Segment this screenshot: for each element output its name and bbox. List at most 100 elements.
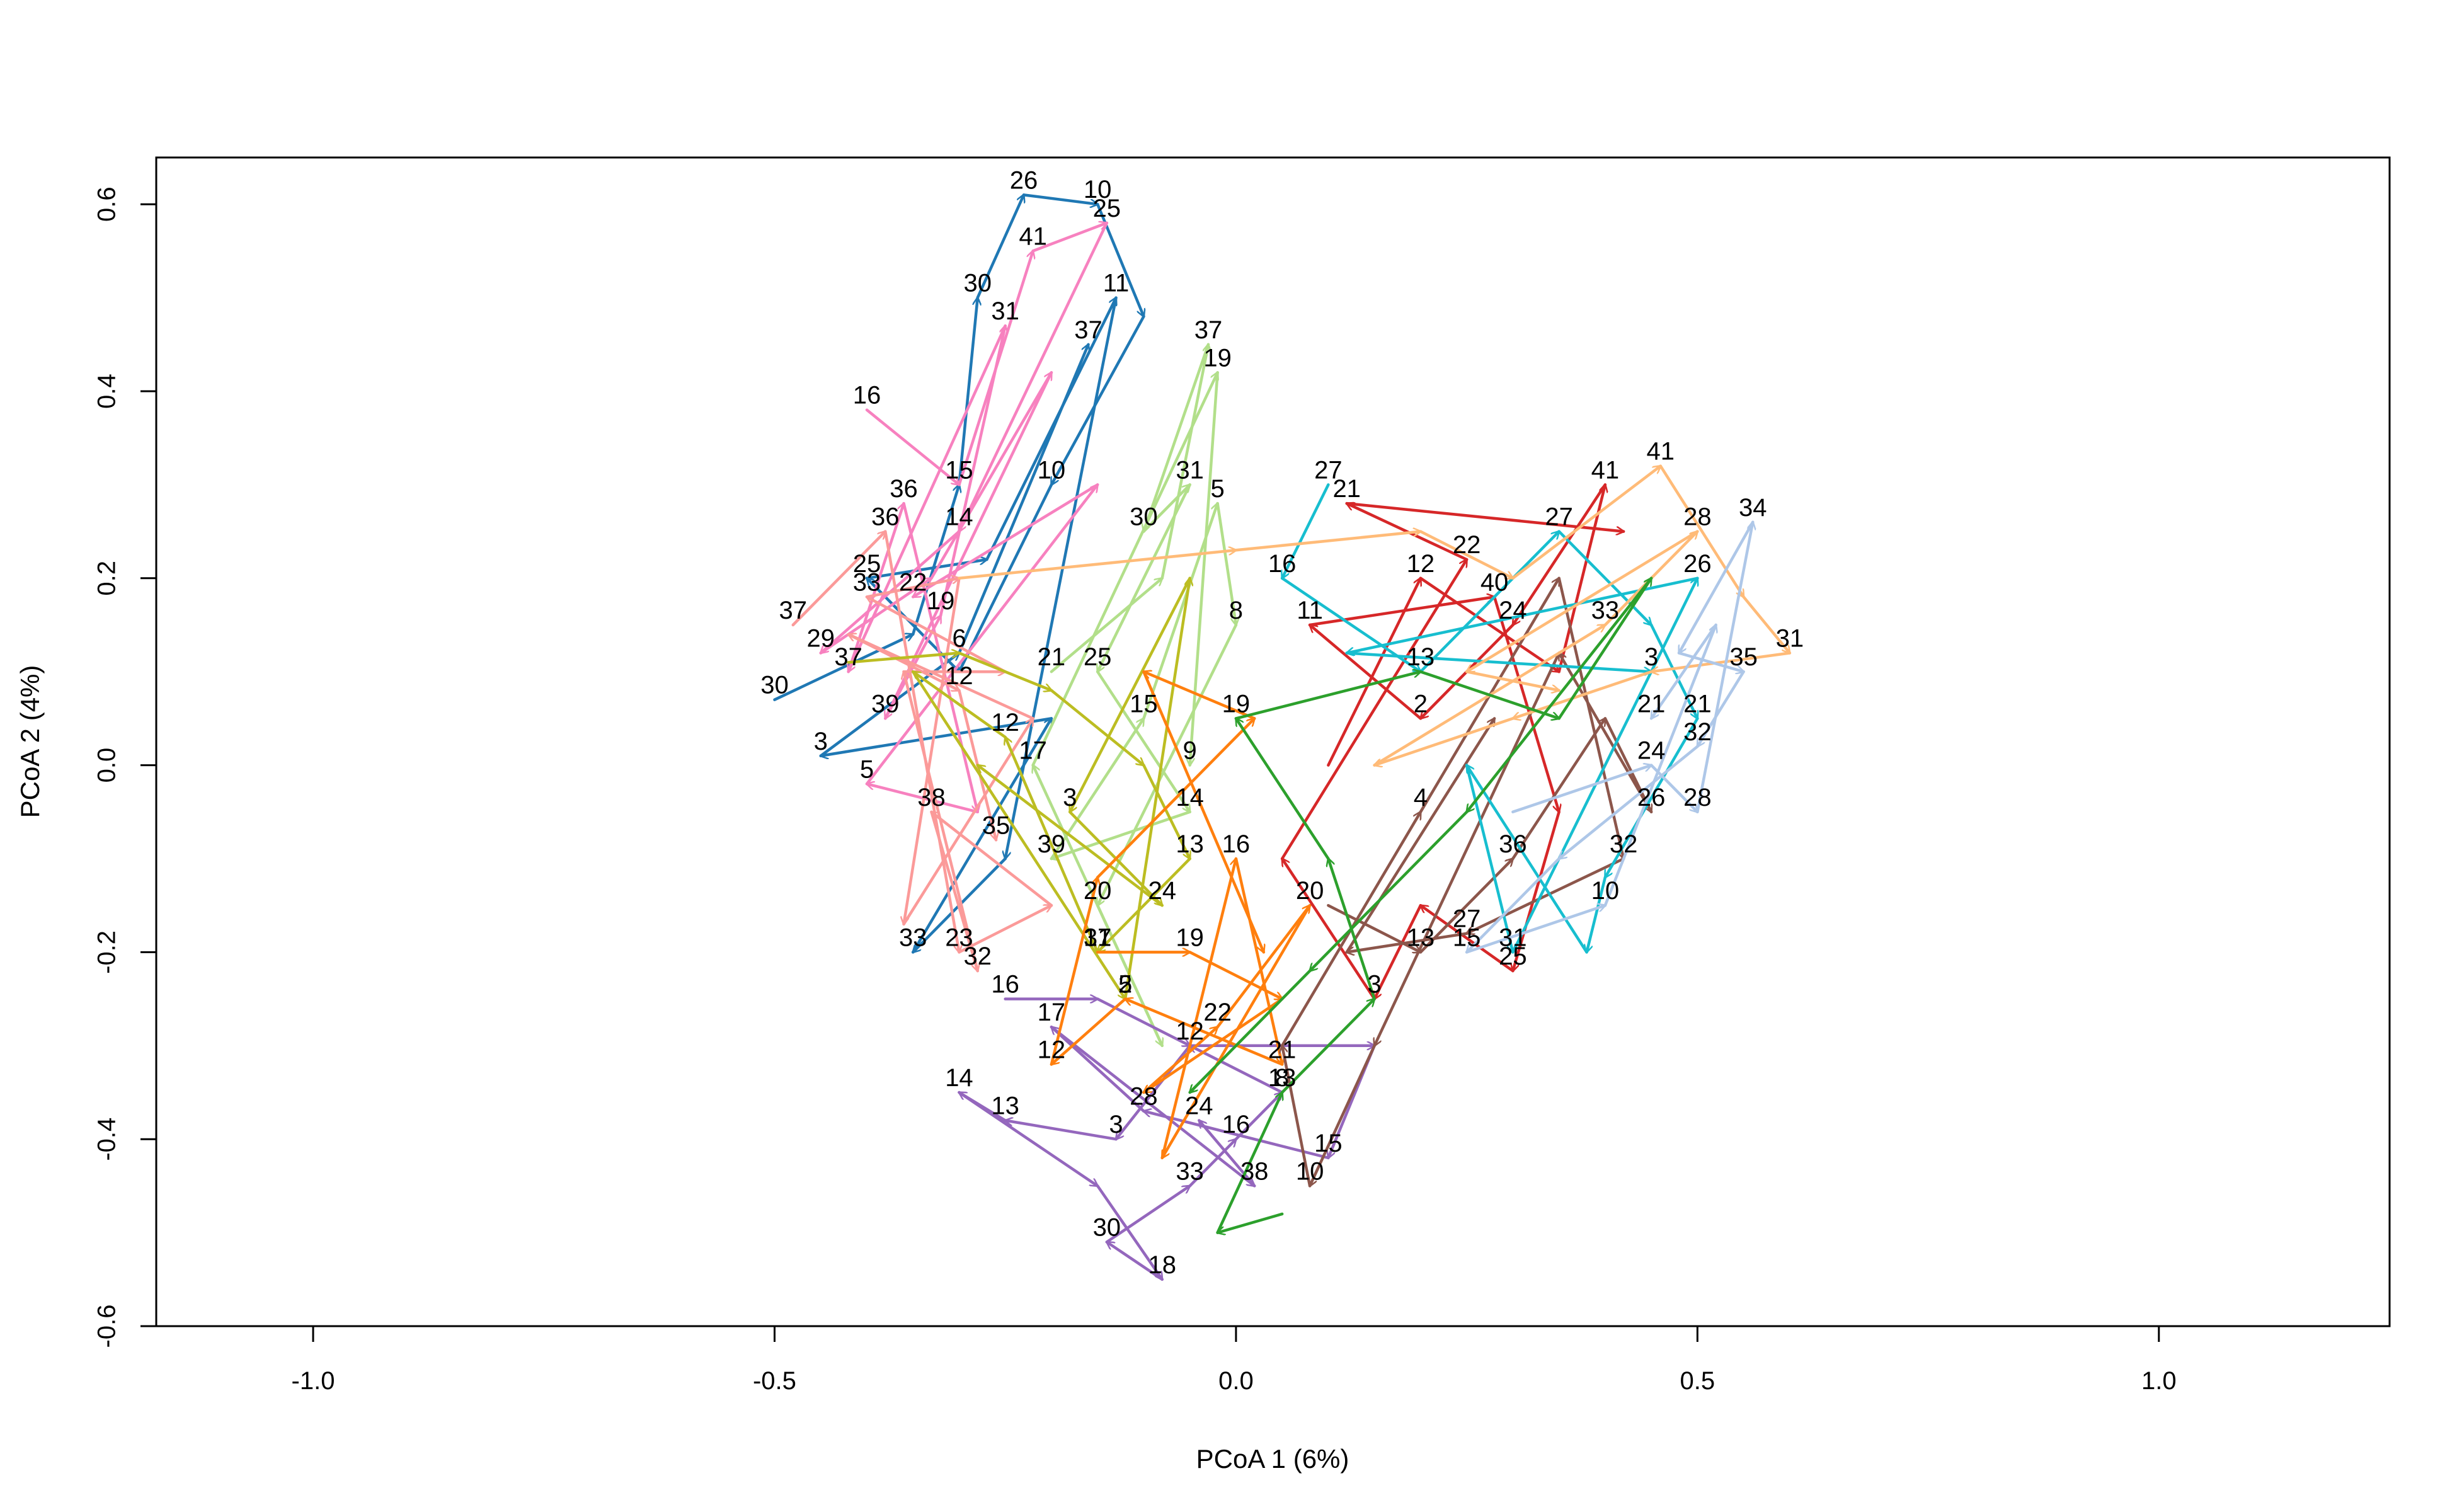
trajectory-arrow [902,501,978,812]
trajectory-arrow [1742,595,1790,653]
trajectory-arrow [1234,532,1421,552]
trajectory-arrow [911,670,1127,999]
trajectory-arrow [1105,1184,1190,1244]
point-label: 17 [1084,924,1112,951]
point-label: 22 [899,568,927,596]
point-label: 26 [1010,166,1038,194]
trajectory-arrow [911,718,1053,954]
trajectory-arrow [1557,653,1653,814]
trajectory-arrow [865,484,1099,786]
point-label: 16 [853,382,881,410]
point-label: 27 [1545,503,1573,531]
trajectory-arrow [913,670,1007,739]
y-axis-label: PCoA 2 (4%) [15,665,45,818]
trajectory-arrow [1096,1184,1164,1279]
trajectory-arrow [1373,903,1423,999]
series-1 [821,223,1107,812]
trajectory-arrow [1511,464,1660,580]
trajectory-arrow [773,634,913,701]
point-label: 38 [1240,1157,1269,1185]
trajectory-arrow [1557,484,1605,673]
trajectory-arrow [931,810,1053,907]
trajectory-arrow [1375,651,1561,1046]
trajectory-arrow [1467,576,1653,812]
trajectory-arrow [1050,878,1097,1066]
point-label: 13 [991,1092,1019,1120]
trajectory-arrow [1096,997,1189,1048]
trajectory-arrow [847,653,959,664]
y-tick-label: -0.2 [93,931,121,974]
trajectory-arrow [1677,651,1744,672]
point-label: 35 [982,811,1011,839]
trajectory-arrow [1218,1212,1284,1233]
trajectory-arrow [939,326,1005,617]
trajectory-arrow [1557,578,1653,720]
trajectory-arrow [1467,857,1561,952]
point-label: 10 [1296,1157,1324,1185]
trajectory-arrow [847,503,904,673]
trajectory-arrow [1603,717,1699,877]
point-label: 37 [834,643,862,671]
point-label: 31 [1776,625,1804,653]
point-label: 39 [1038,830,1066,858]
point-label: 14 [945,1064,973,1092]
trajectory-arrow [791,532,885,627]
series-6 [1050,672,1312,1160]
trajectory-arrow [1096,670,1191,812]
point-label: 33 [853,568,881,596]
point-label: 18 [1148,1251,1176,1279]
point-label: 28 [1130,1083,1158,1111]
trajectory-arrow [976,195,1024,299]
trajectory-arrow [1649,764,1697,812]
point-label: 31 [1176,456,1204,484]
trajectory-arrow [1696,670,1745,747]
trajectory-arrow [1465,765,1588,954]
x-tick-label: -1.0 [292,1367,335,1395]
point-label: 37 [1194,316,1223,344]
point-label: 20 [1296,877,1324,905]
point-label: 12 [1176,1017,1204,1045]
trajectory-arrow [1511,765,1651,814]
trajectory-arrow [1345,718,1496,954]
point-label: 31 [1499,924,1527,951]
trajectory-arrow [1096,718,1254,879]
trajectory-arrow [1310,810,1469,971]
point-label: 33 [899,924,927,951]
point-label: 13 [1407,643,1435,671]
point-label: 25 [1499,942,1527,970]
series-layer [773,195,1790,1279]
point-label: 24 [1185,1092,1213,1120]
trajectory-arrow [1511,578,1699,954]
trajectory-arrow [1465,670,1559,690]
trajectory-arrow [1188,1139,1236,1188]
trajectory-arrow [1587,876,1607,953]
series-2 [791,532,1053,971]
x-tick-label: 0.0 [1218,1367,1254,1395]
trajectory-arrow [1419,530,1513,580]
y-tick-label: 0.2 [93,561,121,596]
trajectory-arrow [1160,859,1236,1160]
point-label: 36 [1499,830,1527,858]
trajectory-arrow [1280,483,1330,578]
trajectory-arrow [847,633,959,692]
trajectory-arrow [1310,1044,1376,1186]
trajectory-arrow [904,576,961,924]
trajectory-arrow [865,408,959,485]
trajectory-arrow [1190,969,1312,1092]
point-label: 16 [1268,550,1297,578]
point-label: 35 [1729,643,1758,671]
point-label: 32 [1683,718,1712,746]
trajectory-arrow [865,578,959,598]
point-label: 19 [1176,924,1204,951]
trajectory-arrow [913,483,1099,598]
point-label: 21 [1683,690,1712,718]
point-label: 14 [1176,784,1204,811]
point-label: 33 [1591,597,1620,624]
point-label: 10 [1038,456,1066,484]
trajectory-arrow [1308,597,1494,627]
trajectory-arrow [911,484,959,636]
point-label: 24 [1637,737,1666,765]
point-label: 6 [952,625,966,653]
point-label: 25 [1093,195,1121,222]
trajectory-arrow [1143,672,1256,720]
